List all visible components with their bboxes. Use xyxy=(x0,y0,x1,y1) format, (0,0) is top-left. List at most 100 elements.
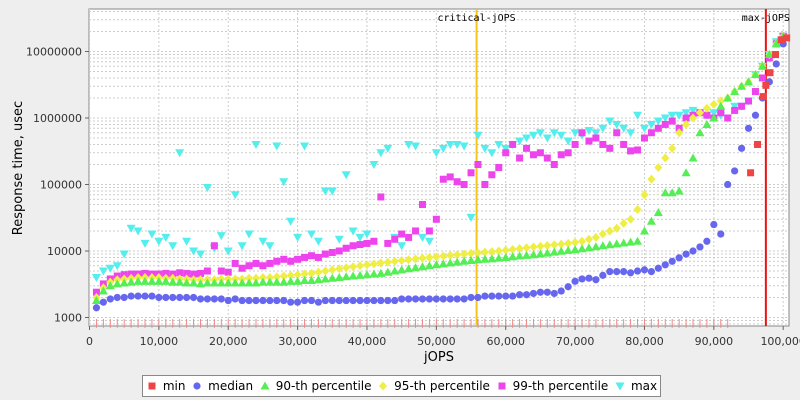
data-point xyxy=(259,296,267,305)
data-point xyxy=(189,247,199,256)
data-point xyxy=(751,111,760,119)
data-point xyxy=(210,242,218,250)
data-point xyxy=(592,134,600,142)
data-point xyxy=(147,276,157,285)
data-point xyxy=(613,268,621,276)
legend-label: 99-th percentile xyxy=(512,379,609,393)
legend-label: min xyxy=(162,379,186,393)
data-point xyxy=(542,134,552,143)
data-point xyxy=(563,245,573,254)
data-point xyxy=(696,243,704,251)
data-point xyxy=(605,240,615,249)
data-point xyxy=(612,120,622,129)
data-point xyxy=(509,292,517,300)
data-point xyxy=(425,295,434,303)
data-point xyxy=(418,201,426,209)
data-point xyxy=(647,129,655,137)
data-point xyxy=(438,144,448,153)
data-point xyxy=(738,102,746,110)
data-point xyxy=(695,128,705,137)
data-point xyxy=(279,271,288,281)
data-point xyxy=(487,247,496,257)
data-point xyxy=(162,269,170,277)
data-point xyxy=(661,153,670,163)
data-point xyxy=(556,131,566,140)
legend: min median 90-th percentile 95-th percentil… xyxy=(142,375,661,397)
data-point xyxy=(654,264,662,272)
legend-marker xyxy=(615,382,625,391)
x-axis-title: jOPS xyxy=(423,350,454,365)
data-point xyxy=(342,296,350,305)
data-point xyxy=(335,296,343,305)
data-point xyxy=(453,178,461,186)
data-point xyxy=(747,169,755,177)
data-point xyxy=(176,293,184,302)
data-point xyxy=(237,278,247,287)
data-point xyxy=(91,296,101,305)
data-point xyxy=(723,93,733,102)
legend-item: 99-th percentile xyxy=(496,379,609,393)
data-point xyxy=(432,295,440,303)
data-point xyxy=(377,296,385,305)
data-point xyxy=(598,241,608,250)
data-point xyxy=(341,171,351,180)
data-point xyxy=(251,140,261,149)
data-point xyxy=(314,267,323,277)
data-point xyxy=(777,36,785,44)
data-point xyxy=(404,255,413,265)
data-point xyxy=(445,258,455,267)
data-point xyxy=(536,288,545,296)
data-point xyxy=(459,142,469,151)
data-point xyxy=(460,295,468,303)
legend-marker xyxy=(498,382,506,390)
data-point xyxy=(584,126,594,135)
data-point xyxy=(349,242,357,250)
data-point xyxy=(99,298,107,306)
series-median xyxy=(92,40,787,312)
data-point xyxy=(543,154,551,162)
data-point xyxy=(620,268,628,276)
data-point xyxy=(307,268,316,278)
data-point xyxy=(335,264,344,274)
data-point xyxy=(154,276,164,285)
data-point xyxy=(578,236,587,246)
data-point xyxy=(717,230,725,238)
data-point xyxy=(619,218,628,228)
data-point xyxy=(92,304,101,312)
data-point xyxy=(688,153,698,162)
x-tick-label: 0 xyxy=(86,335,93,348)
data-point xyxy=(417,233,427,242)
data-point xyxy=(550,289,558,298)
data-point xyxy=(175,149,185,158)
data-point xyxy=(265,277,275,286)
y-tick-label: 10000 xyxy=(47,245,82,258)
data-point xyxy=(140,239,150,248)
data-point xyxy=(605,226,614,236)
data-point xyxy=(356,241,364,249)
data-point xyxy=(272,142,282,151)
data-point xyxy=(682,250,690,258)
data-point xyxy=(660,114,670,123)
data-point xyxy=(258,277,268,286)
data-point xyxy=(293,233,303,242)
data-point xyxy=(660,188,670,197)
data-point xyxy=(639,124,649,133)
data-point xyxy=(647,268,655,276)
data-point xyxy=(321,296,329,305)
data-point xyxy=(674,186,684,195)
legend-label: 90-th percentile xyxy=(275,379,372,393)
data-point xyxy=(300,142,310,151)
data-point xyxy=(182,278,192,287)
data-point xyxy=(557,151,565,159)
data-point xyxy=(280,255,288,263)
data-point xyxy=(356,296,364,305)
data-point xyxy=(494,140,504,149)
data-point xyxy=(169,293,177,302)
data-point xyxy=(717,109,725,117)
data-point xyxy=(398,230,406,238)
data-point xyxy=(633,236,643,245)
data-point xyxy=(411,254,420,264)
data-point xyxy=(633,267,642,275)
data-point xyxy=(724,114,732,122)
data-point xyxy=(495,292,503,300)
